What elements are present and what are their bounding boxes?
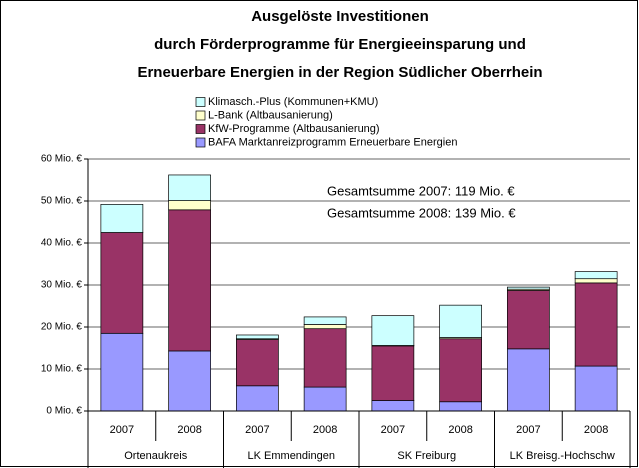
bar-segment (574, 282, 618, 367)
bar-segment (507, 290, 550, 350)
bar-segment (371, 315, 415, 346)
x-tick-label: 2008 (177, 424, 201, 436)
legend-swatch (195, 110, 206, 121)
x-tick-label: 2007 (381, 424, 405, 436)
x-tick-label: 2008 (584, 424, 608, 436)
annotation: Gesamtsumme 2007: 119 Mio. € (327, 183, 515, 198)
bar-segment (439, 338, 482, 403)
bar-segment (168, 209, 211, 352)
bar-segment (100, 204, 144, 233)
bar-segment (168, 200, 211, 211)
y-tick-label: 10 Mio. € (41, 364, 83, 375)
x-tick-label: 2007 (110, 424, 134, 436)
chart-title: Ausgelöste Investitionen (251, 8, 429, 25)
bar-segment (303, 316, 347, 325)
bar-segment (439, 304, 482, 338)
bar-segment (100, 232, 144, 334)
legend-label: KfW-Programme (Altbausanierung) (208, 123, 380, 135)
bar-segment (100, 332, 144, 412)
group-label: LK Breisg.-Hochschw (510, 450, 615, 462)
x-tick-label: 2008 (448, 424, 472, 436)
legend-swatch (195, 97, 206, 107)
chart-title: Erneuerbare Energien in der Region Südli… (137, 64, 542, 81)
annotation: Gesamtsumme 2008: 139 Mio. € (327, 205, 516, 220)
bar-segment (371, 400, 415, 412)
bar-segment (168, 350, 211, 412)
bar-segment (303, 324, 347, 330)
y-tick-label: 40 Mio. € (41, 238, 83, 249)
bar-segment (439, 401, 482, 412)
bar-segment (168, 174, 211, 201)
bar-segment (507, 348, 550, 412)
y-tick-label: 50 Mio. € (41, 196, 83, 207)
legend-label: L-Bank (Altbausanierung) (208, 109, 333, 121)
x-tick-label: 2008 (313, 424, 337, 436)
y-tick-label: 30 Mio. € (41, 280, 83, 291)
chart-title: durch Förderprogramme für Energieeinspar… (154, 36, 526, 53)
bar-segment (236, 385, 279, 412)
bar-segment (507, 286, 550, 290)
legend-swatch (195, 124, 206, 134)
bar-segment (371, 345, 415, 401)
y-tick-label: 0 Mio. € (46, 406, 82, 417)
bar-segment (236, 334, 279, 340)
legend-label: BAFA Marktanreizprogramm Erneuerbare Ene… (208, 136, 457, 148)
bar-segment (303, 328, 347, 388)
bar-segment (236, 339, 279, 387)
bar-segment (303, 386, 347, 412)
y-tick-label: 20 Mio. € (41, 322, 83, 333)
group-label: LK Emmendingen (248, 450, 335, 462)
group-label: Ortenaukreis (124, 450, 187, 462)
y-tick-label: 60 Mio. € (41, 154, 83, 165)
x-tick-label: 2007 (245, 424, 269, 436)
bar-segment (574, 271, 618, 280)
group-label: SK Freiburg (397, 450, 456, 462)
bar-segment (574, 365, 618, 412)
x-tick-label: 2007 (516, 424, 540, 436)
legend-label: Klimasch.-Plus (Kommunen+KMU) (208, 96, 378, 108)
legend-swatch (195, 137, 206, 148)
bar-segment (574, 278, 618, 284)
